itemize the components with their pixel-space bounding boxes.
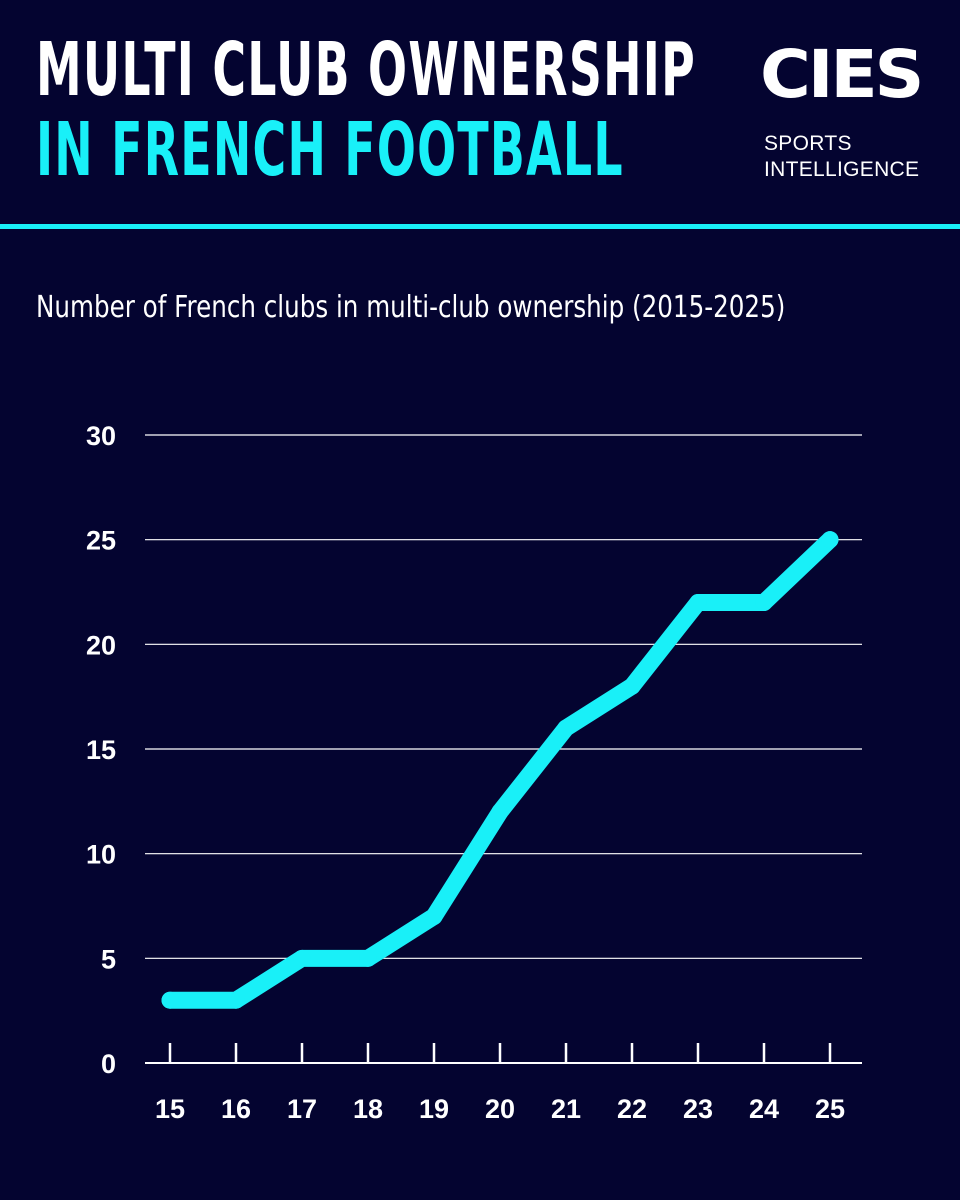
data-point <box>623 677 641 695</box>
x-tick-label: 17 <box>287 1094 317 1124</box>
series-line <box>161 531 839 1009</box>
x-tick-label: 15 <box>155 1094 185 1124</box>
x-tick-label: 20 <box>485 1094 515 1124</box>
logo-wordmark: CIES <box>760 36 924 113</box>
chart-title: Number of French clubs in multi-club own… <box>36 290 786 325</box>
cies-logo: CIES SPORTS INTELLIGENCE <box>760 40 930 190</box>
y-tick-label: 20 <box>86 630 116 660</box>
x-tick-label: 25 <box>815 1094 845 1124</box>
series-layer <box>161 531 839 1009</box>
logo-subtitle-intelligence: INTELLIGENCE <box>764 158 920 181</box>
data-point <box>227 991 245 1009</box>
y-tick-label: 5 <box>101 944 116 974</box>
y-tick-label: 0 <box>101 1049 116 1079</box>
data-point <box>755 593 773 611</box>
x-tick-label: 19 <box>419 1094 449 1124</box>
x-tick-label: 23 <box>683 1094 713 1124</box>
y-tick-label: 15 <box>86 735 116 765</box>
x-tick-label: 16 <box>221 1094 251 1124</box>
y-tick-label: 30 <box>86 421 116 451</box>
x-axis: 15 16 17 18 19 20 21 22 23 24 25 <box>155 1043 845 1124</box>
data-point <box>161 991 179 1009</box>
data-point <box>425 907 443 925</box>
x-tick-label: 21 <box>551 1094 581 1124</box>
logo-subtitle-sports: SPORTS <box>764 132 852 155</box>
header-divider <box>0 224 960 229</box>
y-tick-label: 10 <box>86 840 116 870</box>
y-tick-label: 25 <box>86 526 116 556</box>
data-point <box>557 719 575 737</box>
data-point <box>359 949 377 967</box>
data-point <box>293 949 311 967</box>
y-axis-labels: 0 5 10 15 20 25 30 <box>86 421 116 1079</box>
data-point <box>689 593 707 611</box>
x-tick-label: 22 <box>617 1094 647 1124</box>
grid-lines <box>145 434 862 1064</box>
data-point <box>491 803 509 821</box>
x-tick-label: 24 <box>749 1094 779 1124</box>
title-line-1: MULTI CLUB OWNERSHIP <box>36 27 696 113</box>
header: MULTI CLUB OWNERSHIP IN FRENCH FOOTBALL … <box>0 0 960 226</box>
title-line-2: IN FRENCH FOOTBALL <box>36 107 624 193</box>
x-tick-label: 18 <box>353 1094 383 1124</box>
data-point <box>821 531 839 549</box>
